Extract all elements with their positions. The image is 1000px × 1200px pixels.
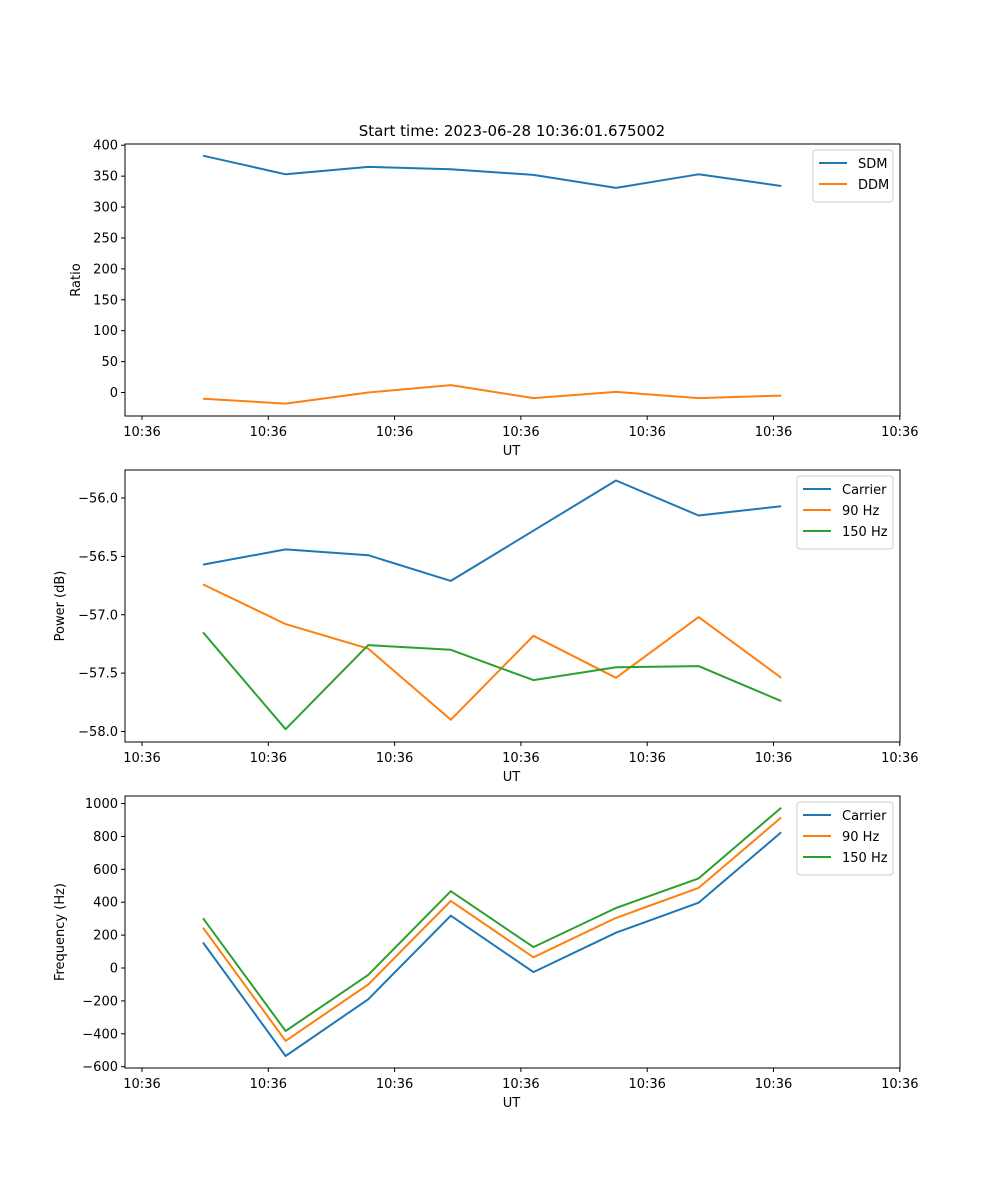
legend-label: 150 Hz — [842, 525, 888, 540]
x-tick-label: 10:36 — [376, 425, 413, 440]
chart-panel-3: −600 −400 −200 0 200 400 600 800 1000 10:36 10:36 1… — [53, 795, 919, 1111]
legend-label: 150 Hz — [842, 851, 888, 866]
series-line-carrier — [202, 479, 782, 582]
x-tick-label: 10:36 — [376, 1077, 413, 1092]
y-tick-label: 350 — [93, 170, 118, 185]
y-tick-label: −57.0 — [78, 608, 118, 623]
legend-label: Carrier — [842, 809, 887, 824]
series-line-90-hz — [202, 583, 782, 721]
y-tick-label: 800 — [93, 830, 118, 845]
series-line-150-hz — [202, 631, 782, 731]
x-tick-label: 10:36 — [123, 1077, 160, 1092]
x-axis-label: UT — [503, 1096, 521, 1111]
legend-label: DDM — [858, 178, 889, 193]
y-axis-label: Ratio — [69, 263, 84, 296]
x-axis-label: UT — [503, 444, 521, 459]
x-tick-label: 10:36 — [755, 425, 792, 440]
x-tick-label: 10:36 — [250, 1077, 287, 1092]
y-tick-label: −600 — [82, 1060, 118, 1075]
y-tick-label: 400 — [93, 896, 118, 911]
y-tick-label: 150 — [93, 293, 118, 308]
series-line-150-hz — [202, 806, 782, 1032]
y-tick-label: 600 — [93, 863, 118, 878]
y-tick-label: 1000 — [85, 797, 118, 812]
y-tick-label: −58.0 — [78, 725, 118, 740]
legend-label: 90 Hz — [842, 504, 879, 519]
x-tick-label: 10:36 — [881, 751, 918, 766]
y-tick-label: 100 — [93, 324, 118, 339]
x-tick-label: 10:36 — [628, 425, 665, 440]
y-tick-label: 200 — [93, 929, 118, 944]
x-tick-label: 10:36 — [755, 751, 792, 766]
y-tick-label: 50 — [101, 355, 118, 370]
y-tick-label: −200 — [82, 994, 118, 1009]
x-tick-label: 10:36 — [502, 425, 539, 440]
x-tick-label: 10:36 — [628, 751, 665, 766]
chart-panel-1: 0 50 100 150 200 250 300 350 400 10:36 10:36 10:36 1… — [69, 139, 919, 459]
y-tick-label: 200 — [93, 262, 118, 277]
x-tick-label: 10:36 — [376, 751, 413, 766]
legend-label: Carrier — [842, 483, 887, 498]
y-tick-label: 250 — [93, 231, 118, 246]
y-axis-label: Power (dB) — [53, 571, 68, 642]
legend-label: SDM — [858, 157, 887, 172]
legend-label: 90 Hz — [842, 830, 879, 845]
plot-frame — [124, 143, 901, 417]
x-tick-label: 10:36 — [250, 425, 287, 440]
y-tick-label: −56.5 — [78, 550, 118, 565]
y-tick-label: −57.5 — [78, 667, 118, 682]
x-axis-label: UT — [503, 770, 521, 785]
y-tick-label: −400 — [82, 1027, 118, 1042]
y-axis-label: Frequency (Hz) — [53, 883, 68, 981]
x-tick-label: 10:36 — [881, 1077, 918, 1092]
series-line-90-hz — [202, 816, 782, 1042]
y-tick-label: 0 — [110, 962, 118, 977]
plot-frame — [124, 469, 901, 743]
x-tick-label: 10:36 — [628, 1077, 665, 1092]
y-tick-label: 0 — [110, 386, 118, 401]
chart-panel-2: −58.0 −57.5 −57.0 −56.5 −56.0 10:36 10:36 10:36… — [53, 469, 919, 785]
x-tick-label: 10:36 — [123, 425, 160, 440]
x-tick-label: 10:36 — [123, 751, 160, 766]
series-line-ddm — [202, 384, 782, 405]
y-tick-label: 400 — [93, 139, 118, 154]
x-tick-label: 10:36 — [502, 751, 539, 766]
plot-frame — [124, 795, 901, 1069]
chart-title: Start time: 2023-06-28 10:36:01.675002 — [359, 122, 665, 140]
x-tick-label: 10:36 — [755, 1077, 792, 1092]
series-line-sdm — [202, 154, 782, 189]
x-tick-label: 10:36 — [250, 751, 287, 766]
y-tick-label: 300 — [93, 201, 118, 216]
x-tick-label: 10:36 — [881, 425, 918, 440]
x-tick-label: 10:36 — [502, 1077, 539, 1092]
y-tick-label: −56.0 — [78, 492, 118, 507]
series-line-carrier — [202, 831, 782, 1057]
